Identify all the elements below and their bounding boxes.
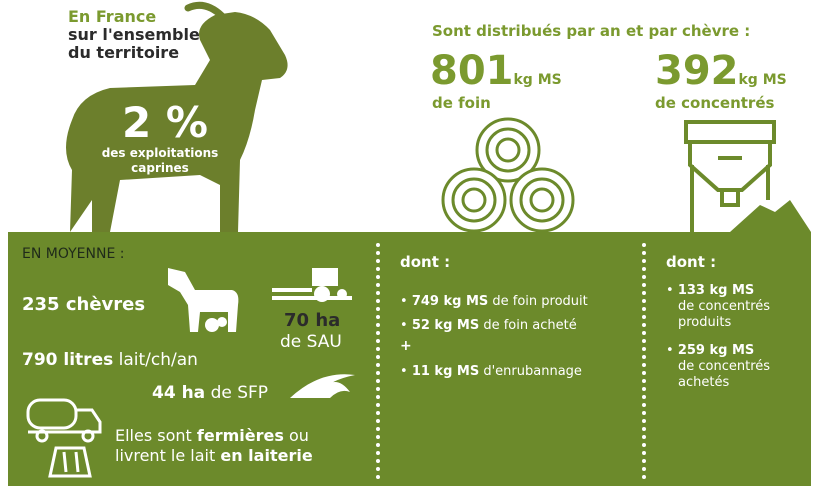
- hay-bales: [441, 117, 575, 233]
- tractor-icon: [272, 268, 352, 302]
- text: fermières: [196, 426, 284, 445]
- sfp-label: de SFP: [210, 383, 269, 403]
- goat-horn: [184, 1, 226, 20]
- text: en laiterie: [220, 446, 313, 465]
- goat-icon: [168, 268, 239, 332]
- share: 2 %: [122, 98, 208, 147]
- hay-item: • 11 kg MS d'enrubannage: [400, 364, 582, 379]
- amount: 52 kg MS: [411, 318, 480, 333]
- text: d'enrubannage: [479, 364, 582, 379]
- concentrate-item-text: achetés: [678, 375, 730, 390]
- amount: 11 kg MS: [411, 364, 480, 379]
- share-label: caprines: [131, 161, 189, 175]
- outlet: Elles sont fermières ou: [115, 426, 309, 445]
- goat-silhouette: [66, 12, 288, 232]
- amount: 749 kg MS: [411, 294, 489, 309]
- unit: kg MS: [513, 72, 562, 88]
- plus: +: [400, 338, 412, 354]
- concentrate-label: de concentrés: [655, 94, 775, 112]
- concentrate-item-text: de concentrés: [678, 299, 771, 314]
- hay-item: • 749 kg MS de foin produit: [400, 294, 588, 309]
- band: [8, 232, 811, 486]
- concentrate-detail-title: dont :: [666, 253, 717, 271]
- concentrate-item: • 133 kg MS: [666, 283, 755, 298]
- average-title: EN MOYENNE :: [22, 246, 125, 262]
- concentrate-item-text: de concentrés: [678, 359, 771, 374]
- feeder: [684, 120, 776, 232]
- concentrate-pile: [730, 200, 811, 232]
- scope: du territoire: [68, 43, 180, 62]
- amount: 392: [655, 48, 739, 94]
- sfp-value: 44 ha: [152, 383, 206, 403]
- text: ou: [283, 426, 309, 445]
- concentrate-amount: 392kg MS: [655, 48, 787, 94]
- amount: 133 kg MS: [677, 283, 755, 298]
- concentrate-item: • 259 kg MS: [666, 343, 755, 358]
- region: En France: [68, 7, 157, 26]
- hay-amount: 801kg MS: [430, 48, 562, 94]
- text: livrent le lait: [115, 446, 221, 465]
- hay-item: • 52 kg MS de foin acheté: [400, 318, 577, 333]
- cheese-icon: [48, 446, 92, 478]
- truck-icon: [26, 398, 102, 443]
- sau-label: de SAU: [280, 332, 342, 352]
- goats: 235 chèvres: [22, 294, 146, 315]
- grass-icon: [290, 374, 355, 398]
- scope: sur l'ensemble: [68, 25, 200, 44]
- sfp: 44 ha de SFP: [152, 383, 268, 403]
- amount: 259 kg MS: [677, 343, 755, 358]
- separators: [376, 243, 646, 482]
- outlet: livrent le lait en laiterie: [115, 446, 313, 465]
- text: de foin produit: [488, 294, 588, 309]
- milk-label: lait/ch/an: [118, 350, 198, 370]
- amount: 801: [430, 48, 514, 94]
- share-label: des exploitations: [101, 146, 219, 160]
- hay-detail-title: dont :: [400, 253, 451, 271]
- text: Elles sont: [115, 426, 197, 445]
- distributed-title: Sont distribués par an et par chèvre :: [432, 22, 751, 40]
- hay-label: de foin: [432, 94, 491, 112]
- concentrate-item-text: produits: [678, 315, 732, 330]
- sau-value: 70 ha: [284, 310, 341, 331]
- milk: 790 litres lait/ch/an: [22, 350, 198, 370]
- text: de foin acheté: [479, 318, 577, 333]
- milk-value: 790 litres: [22, 350, 114, 370]
- unit: kg MS: [738, 72, 787, 88]
